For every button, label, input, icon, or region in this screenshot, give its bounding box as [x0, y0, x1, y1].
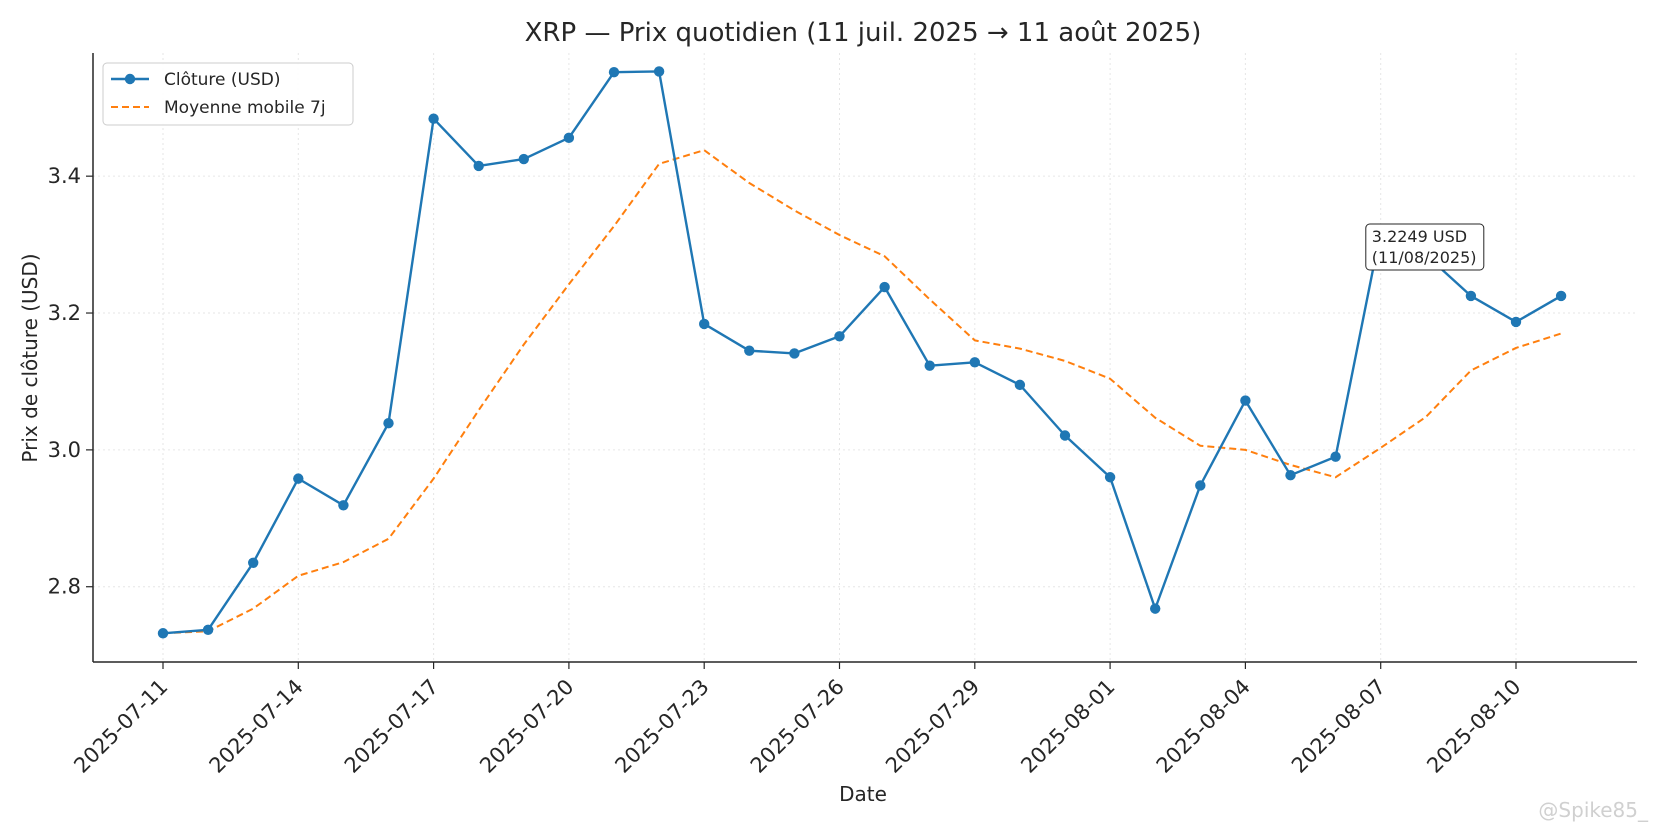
x-tick-label: 2025-08-01	[1016, 675, 1119, 778]
x-tick-label: 2025-08-07	[1287, 675, 1390, 778]
legend-close-label: Clôture (USD)	[164, 70, 281, 90]
close-point	[1285, 469, 1296, 481]
close-point	[1510, 316, 1522, 328]
chart-title: XRP — Prix quotidien (11 juil. 2025 → 11…	[525, 18, 1202, 48]
close-point	[834, 331, 845, 342]
close-point	[1059, 430, 1071, 441]
close-point	[608, 66, 620, 78]
annotation-box	[1365, 223, 1485, 271]
x-tick-label: 2025-07-20	[475, 675, 578, 778]
moving-average-line	[162, 149, 1562, 635]
close-point	[157, 628, 169, 639]
close-point	[202, 624, 214, 636]
close-point	[653, 66, 665, 77]
x-tick-label: 2025-08-10	[1422, 675, 1525, 778]
close-point	[1104, 472, 1116, 483]
close-point	[293, 473, 304, 484]
y-tick-label: 3.4	[48, 164, 81, 188]
y-tick-label: 2.8	[48, 575, 81, 599]
close-line	[162, 70, 1562, 635]
close-point	[744, 345, 755, 356]
close-point	[1465, 290, 1477, 302]
legend-box	[102, 62, 354, 126]
x-tick-label: 2025-07-17	[340, 675, 443, 778]
series-moving-average	[162, 149, 1562, 635]
legend-close-marker	[124, 73, 136, 85]
y-axis-label: Prix de clôture (USD)	[18, 253, 42, 462]
grid	[93, 53, 1637, 662]
close-point	[1555, 290, 1567, 302]
close-point	[518, 153, 529, 165]
x-tick-label: 2025-07-11	[69, 675, 172, 778]
close-point	[383, 417, 394, 429]
y-tick-label: 3.2	[48, 301, 81, 325]
x-tick-label: 2025-07-23	[610, 675, 713, 778]
close-point	[699, 318, 710, 330]
close-point	[1150, 603, 1161, 614]
axes	[92, 53, 1637, 663]
x-tick-label: 2025-07-14	[205, 675, 308, 778]
x-tick-label: 2025-07-29	[881, 675, 984, 778]
x-tick-label: 2025-08-04	[1152, 675, 1255, 778]
x-tick-label: 2025-07-26	[746, 675, 849, 778]
annotation-line1: 3.2249 USD	[1372, 227, 1467, 246]
y-tick-label: 3.0	[48, 438, 81, 462]
close-point	[428, 113, 439, 124]
annotation: 3.2249 USD (11/08/2025)	[1365, 223, 1485, 271]
close-point	[473, 160, 484, 172]
series-close	[157, 66, 1567, 639]
close-point	[969, 357, 980, 368]
close-point	[563, 132, 575, 144]
close-point	[879, 281, 890, 293]
x-axis-ticks: 2025-07-11 2025-07-14 2025-07-17 2025-07-20…	[69, 662, 1526, 778]
annotation-line2: (11/08/2025)	[1372, 248, 1477, 267]
watermark: @Spike85_	[1538, 798, 1648, 822]
close-point	[789, 348, 800, 359]
close-point	[338, 500, 349, 511]
x-axis-label: Date	[839, 782, 887, 806]
close-point	[1240, 395, 1251, 406]
close-point	[1195, 480, 1206, 491]
close-point	[1014, 379, 1026, 391]
series-layer	[157, 66, 1567, 639]
close-point	[924, 360, 935, 371]
legend-ma-label: Moyenne mobile 7j	[164, 98, 326, 118]
close-point	[1330, 451, 1341, 462]
y-axis-ticks: 2.8 3.0 3.2 3.4	[48, 164, 93, 599]
legend: Clôture (USD) Moyenne mobile 7j	[102, 62, 354, 126]
close-point	[248, 557, 259, 568]
